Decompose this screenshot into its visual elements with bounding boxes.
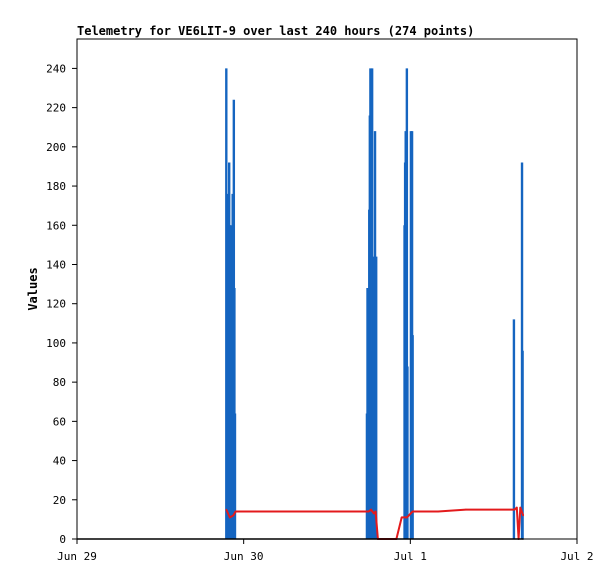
- y-tick-label: 220: [46, 102, 66, 115]
- x-tick-label: Jun 29: [57, 550, 97, 563]
- series-points: [76, 538, 524, 540]
- y-tick-label: 160: [46, 219, 66, 232]
- data-point: [373, 512, 375, 515]
- data-point: [522, 514, 524, 517]
- x-tick-label: Jul 2: [560, 550, 593, 563]
- series-layer: [76, 68, 525, 540]
- data-point: [519, 506, 522, 509]
- data-point: [513, 508, 516, 511]
- y-tick-label: 240: [46, 62, 66, 75]
- y-tick-label: 0: [59, 533, 66, 546]
- data-point: [370, 508, 372, 511]
- x-tick-label: Jul 1: [394, 550, 427, 563]
- y-tick-label: 100: [46, 337, 66, 350]
- series-spikes: [225, 68, 524, 539]
- data-point: [516, 506, 518, 509]
- data-point: [232, 514, 235, 517]
- y-tick-label: 120: [46, 298, 66, 311]
- y-axis-label: Values: [26, 267, 40, 310]
- y-tick-label: 140: [46, 258, 66, 271]
- data-point: [225, 508, 228, 511]
- data-point: [522, 538, 524, 540]
- data-point: [437, 510, 439, 513]
- data-point: [406, 516, 408, 519]
- y-tick-label: 200: [46, 141, 66, 154]
- x-tick-label: Jun 30: [224, 550, 264, 563]
- data-point: [465, 508, 467, 511]
- data-point: [400, 516, 403, 519]
- data-point: [228, 516, 231, 519]
- data-point: [367, 510, 370, 513]
- data-point: [234, 510, 237, 513]
- y-tick-label: 80: [53, 376, 66, 389]
- y-tick-label: 20: [53, 494, 66, 507]
- data-point: [76, 538, 78, 540]
- y-axis: 0 20 40 60 80 100 120 140 160 180 200 220 240: [46, 62, 77, 546]
- plot-area: [76, 38, 578, 540]
- y-tick-label: 60: [53, 415, 66, 428]
- data-point: [326, 510, 328, 513]
- data-point: [374, 510, 377, 513]
- y-tick-label: 180: [46, 180, 66, 193]
- y-tick-label: 40: [53, 455, 66, 468]
- data-point: [411, 510, 414, 513]
- chart-title: Telemetry for VE6LIT-9 over last 240 hou…: [77, 24, 474, 38]
- x-axis: Jun 29 Jun 30 Jul 1 Jul 2: [57, 539, 594, 563]
